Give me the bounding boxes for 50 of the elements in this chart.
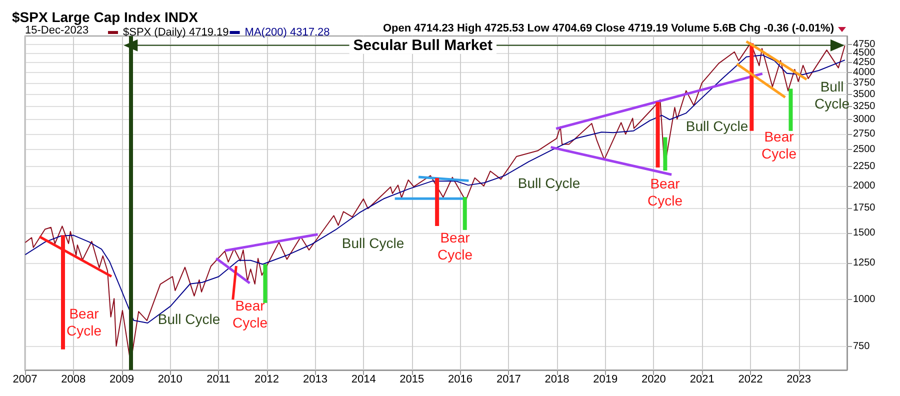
y-tick-label: 4750	[853, 38, 876, 50]
y-tick-label: 1500	[853, 228, 876, 239]
x-tick-label: 2013	[303, 374, 328, 386]
annotation: Bull Cycle	[686, 118, 748, 134]
annotation: Bull Cycle	[158, 311, 220, 327]
annotation: Bear Cycle	[66, 306, 102, 338]
legend-label: MA(200) 4317.28	[244, 26, 330, 38]
x-tick-label: 2011	[206, 374, 230, 386]
y-tick-label: 3250	[853, 101, 876, 112]
y-tick-label: 1250	[853, 257, 876, 268]
annotation: Secular Bull Market	[353, 36, 493, 54]
y-tick-label: 4000	[853, 67, 876, 78]
x-tick-label: 2018	[544, 374, 570, 386]
chart-subtitle: 15-Dec-2023	[25, 24, 89, 36]
y-tick-label: 3500	[853, 88, 876, 100]
y-tick-label: 2250	[853, 161, 876, 172]
y-tick-label: 2000	[853, 180, 876, 192]
y-tick-label: 3000	[853, 114, 876, 126]
x-tick-label: 2022	[738, 374, 763, 386]
x-tick-label: 2023	[786, 374, 812, 386]
y-tick-label: 750	[853, 341, 870, 352]
x-tick-label: 2010	[158, 374, 182, 386]
annotation: Bull Cycle	[342, 235, 404, 251]
text: Open 4714.23 High 4725.53 Low 4704.69 Close 4719.19 Volume 5.6B Chg -0.36 (-0.01%)	[382, 22, 834, 34]
annotation: Bull Cycle	[814, 78, 850, 112]
x-tick-label: 2020	[641, 374, 666, 386]
x-tick-label: 2009	[110, 374, 134, 386]
x-tick-label: 2012	[254, 374, 280, 386]
y-tick-label: 3750	[853, 78, 876, 89]
annotation: Bear Cycle	[437, 230, 473, 262]
y-tick-label: 1000	[853, 294, 876, 305]
x-tick-label: 2021	[690, 374, 714, 386]
x-tick-label: 2015	[400, 374, 424, 386]
legend-label: $SPX (Daily) 4719.19	[123, 26, 229, 38]
y-tick-label: 2750	[853, 128, 876, 140]
annotation: Bear Cycle	[232, 298, 268, 330]
x-tick-label: 2014	[351, 374, 376, 386]
annotation: Bear Cycle	[647, 176, 683, 208]
x-tick-label: 2016	[448, 374, 472, 386]
y-tick-label: 2500	[853, 144, 876, 155]
chart-title: $SPX Large Cap Index INDX	[12, 9, 199, 25]
annotation: Bull Cycle	[518, 175, 580, 191]
x-tick-label: 2017	[496, 374, 521, 386]
y-tick-label: 1750	[853, 202, 876, 214]
x-tick-label: 2007	[12, 374, 38, 386]
annotation: Bear Cycle	[761, 128, 797, 162]
x-tick-label: 2019	[593, 374, 618, 386]
x-tick-label: 2008	[61, 374, 86, 386]
y-tick-label: 4250	[853, 57, 876, 68]
y-tick-label: 4500	[853, 48, 876, 59]
